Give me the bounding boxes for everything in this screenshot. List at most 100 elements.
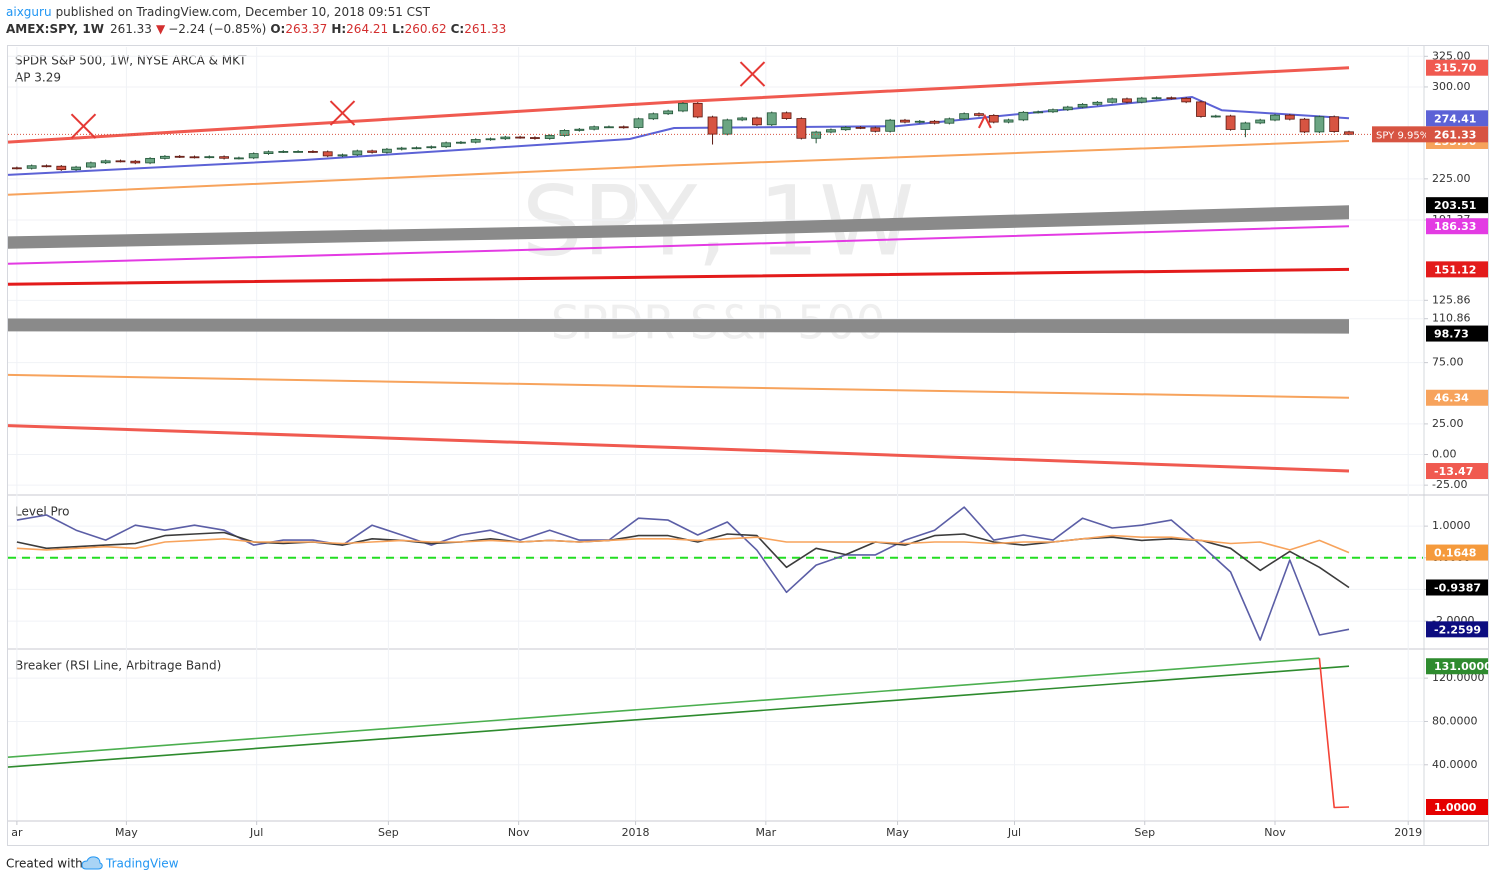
- open-value: 263.37: [285, 22, 327, 36]
- candle-body: [426, 146, 437, 149]
- symbol-badge: [1372, 126, 1426, 143]
- value-badge-label: 274.41: [1434, 112, 1476, 125]
- candle-body: [1344, 131, 1354, 135]
- y-tick-label: 1.0000: [1432, 519, 1471, 532]
- pane-subtitle: AP 3.29: [15, 71, 61, 85]
- close-value: 261.33: [464, 22, 506, 36]
- y-tick-label: 0.00: [1432, 448, 1457, 461]
- marker: [329, 100, 356, 126]
- candle-body: [130, 160, 141, 164]
- candle-body: [1018, 111, 1029, 121]
- value-badge: [1426, 325, 1488, 342]
- overlay-line: [7, 373, 1350, 399]
- brand-logo: [81, 856, 103, 870]
- candle-body: [174, 155, 185, 158]
- candle-body: [1225, 115, 1236, 130]
- candle-body: [56, 165, 67, 171]
- footer-brand[interactable]: TradingView: [105, 857, 179, 871]
- candle-body: [293, 150, 304, 153]
- candle-body: [707, 116, 718, 135]
- x-tick-label: Mar: [755, 826, 776, 839]
- candle-body: [248, 153, 259, 159]
- candle-body: [1062, 106, 1073, 111]
- value-badge-label: 203.51: [1434, 199, 1476, 212]
- candle-body: [737, 117, 748, 121]
- x-tick-label: Jul: [1007, 826, 1021, 839]
- candle-body: [1284, 114, 1295, 120]
- candle-body: [115, 160, 126, 163]
- y-tick-label: 110.86: [1432, 312, 1471, 325]
- candle-body: [840, 126, 851, 131]
- candle-body: [382, 148, 392, 153]
- candle-body: [1077, 103, 1088, 108]
- candle-body: [367, 150, 378, 153]
- candle-body: [752, 117, 762, 126]
- overlay-line: [7, 267, 1350, 286]
- y-tick-label: -25.00: [1432, 478, 1467, 491]
- candle-body: [145, 157, 155, 164]
- value-badge-label: 131.0000: [1434, 660, 1492, 673]
- marker: [70, 113, 97, 139]
- marker: [739, 61, 766, 87]
- overlay-line: [7, 225, 1350, 265]
- candle-body: [796, 118, 807, 139]
- last-price: 261.33: [110, 22, 152, 36]
- x-tick-label: Sep: [378, 826, 399, 839]
- candle-body: [26, 165, 37, 169]
- candle-body: [1048, 109, 1058, 113]
- value-badge: [1426, 110, 1488, 127]
- candle-body: [41, 165, 52, 168]
- candle-body: [1003, 119, 1014, 123]
- symbol: AMEX:SPY, 1W: [6, 22, 104, 36]
- candle-body: [1122, 98, 1132, 103]
- open-label: O:: [270, 22, 285, 36]
- high-label: H:: [331, 22, 346, 36]
- candle-body: [485, 138, 496, 141]
- candle-body: [441, 142, 452, 148]
- value-badge: [1426, 126, 1488, 143]
- series-line: [7, 657, 1320, 758]
- candle-body: [574, 128, 585, 131]
- y-tick-label: 300.00: [1432, 80, 1471, 93]
- candle-body: [1092, 101, 1103, 105]
- y-tick-label: 80.0000: [1432, 714, 1478, 727]
- author[interactable]: aixguru: [6, 5, 52, 19]
- overlay-line: [7, 140, 1350, 196]
- value-badge: [1426, 389, 1488, 406]
- arrow: ▼: [156, 22, 166, 36]
- candle-body: [1196, 101, 1206, 117]
- marker: [977, 113, 992, 129]
- candle-body: [1151, 97, 1162, 100]
- value-badge-label: -2.2599: [1434, 623, 1481, 636]
- candle-body: [870, 127, 881, 132]
- value-badge: [1426, 59, 1488, 76]
- band: [8, 318, 1349, 334]
- candle-body: [204, 156, 215, 159]
- candle-body: [1314, 116, 1325, 133]
- y-tick-label: 325.00: [1432, 49, 1471, 62]
- high-value: 264.21: [346, 22, 388, 36]
- header-line: aixguru published on TradingView.com, Dec…: [6, 5, 431, 19]
- candle-body: [944, 118, 955, 124]
- candle-body: [678, 102, 688, 112]
- candle-body: [929, 120, 940, 124]
- candle-body: [263, 151, 274, 154]
- candle-body: [278, 150, 289, 153]
- footer-created: Created with: [6, 857, 83, 871]
- candle-body: [589, 126, 600, 130]
- value-badge-label: 315.70: [1434, 62, 1477, 75]
- candle-body: [1181, 97, 1192, 103]
- candle-body: [988, 114, 999, 123]
- low-label: L:: [392, 22, 404, 36]
- y-tick-label: 225.00: [1432, 172, 1471, 185]
- candle-body: [826, 129, 836, 133]
- candle-body: [559, 130, 570, 136]
- overlay-line: [7, 96, 1350, 176]
- candle-body: [411, 147, 422, 150]
- symbol-badge-label: SPY 9.95%: [1376, 130, 1429, 141]
- value-badge-label: 186.33: [1434, 220, 1476, 233]
- candle-body: [663, 110, 674, 115]
- candle-body: [1329, 116, 1340, 132]
